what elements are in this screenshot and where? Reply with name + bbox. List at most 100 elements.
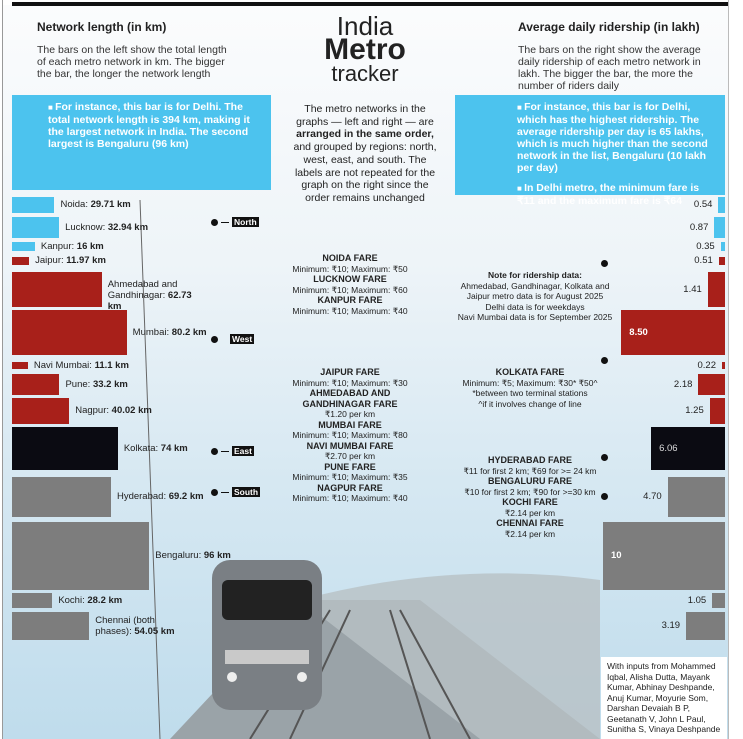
fare-detail: Minimum: ₹10; Maximum: ₹40 — [292, 305, 408, 316]
city-name: Navi Mumbai — [33, 359, 90, 371]
region-dot-north-right — [601, 260, 608, 267]
credits: With inputs from Mohammed Iqbal, Alisha … — [601, 657, 727, 739]
ridership-note: Note for ridership data: Ahmedabad, Gand… — [450, 270, 620, 323]
length-label: Navi Mumbai: 11.1 km — [33, 359, 129, 371]
length-label: Mumbai: 80.2 km — [132, 326, 207, 338]
region-label: North — [232, 217, 259, 227]
fare-name: CHENNAI FARE — [496, 518, 564, 528]
fare-detail: ₹1.20 per km — [324, 409, 376, 419]
ridership-value: 0.51 — [694, 255, 713, 266]
length-bar — [12, 522, 150, 590]
length-label: Nagpur: 40.02 km — [75, 405, 152, 416]
right-heading: Average daily ridership (in lakh) — [518, 20, 700, 34]
intro-text: The metro networks in the graphs — left … — [290, 103, 440, 205]
city-name: Mumbai — [132, 326, 167, 338]
length-label: Ahmedabad and Gandhinagar: 62.73 km — [107, 278, 192, 312]
fare-detail: ₹2.14 per km — [504, 507, 556, 518]
note-line: Delhi data is for weekdays — [485, 301, 585, 312]
city-name: Hyderabad — [116, 491, 164, 502]
city-name: Kanpur — [40, 240, 72, 252]
fare-name: PUNE FARE — [324, 461, 376, 472]
fare-name: BENGALURU FARE — [487, 476, 572, 486]
region-east: East — [211, 446, 254, 456]
fare-detail: Minimum: ₹10; Maximum: ₹40 — [292, 493, 408, 503]
fare-name: KANPUR FARE — [317, 295, 383, 305]
length-label: Kolkata: 74 km — [123, 442, 188, 454]
fare-detail: Minimum: ₹5; Maximum: ₹30* ₹50^ — [462, 377, 598, 388]
city-name: Bengaluru — [155, 550, 199, 561]
length-value: 33.2 km — [92, 378, 128, 390]
length-value: 69.2 km — [168, 491, 204, 502]
fare-detail: Minimum: ₹10; Maximum: ₹80 — [292, 430, 408, 440]
city-name: Nagpur — [75, 405, 107, 416]
fare-name: MUMBAI FARE — [318, 419, 382, 430]
region-dot-east-right — [601, 454, 608, 461]
fare-note: ^if it involves change of line — [478, 398, 582, 409]
title-metro: Metro — [324, 33, 406, 66]
ridership-bar — [707, 272, 725, 307]
length-bar — [12, 427, 118, 470]
page-title: India Metro tracker — [290, 11, 440, 86]
delhi-length-callout: For instance, this bar is for Delhi. The… — [48, 101, 263, 150]
length-bar — [12, 477, 111, 517]
city-name: Pune — [65, 378, 88, 390]
ridership-value: 1.41 — [683, 283, 702, 295]
ridership-value: 0.22 — [697, 359, 717, 371]
region-west: West — [211, 334, 255, 344]
ridership-bar — [667, 477, 725, 517]
length-bar — [12, 242, 35, 251]
length-bar — [12, 257, 30, 265]
length-label: Noida: 29.71 km — [60, 199, 131, 210]
ridership-value: 0.35 — [696, 240, 715, 252]
ridership-value: 0.54 — [693, 199, 713, 210]
ridership-bar — [621, 310, 725, 355]
region-south: South — [211, 487, 261, 497]
fare-name: NAGPUR FARE — [317, 482, 383, 493]
title-tracker: tracker — [331, 61, 399, 86]
ridership-bar — [651, 427, 725, 470]
delhi-fare-callout: In Delhi metro, the minimum fare is ₹11 … — [517, 182, 717, 207]
fare-name: AHMEDABAD AND GANDHINAGAR FARE — [302, 388, 398, 409]
note-line: Ahmedabad, Gandhinagar, Kolkata and Jaip… — [460, 280, 610, 302]
fare-name: LUCKNOW FARE — [313, 274, 387, 284]
length-value: 11.97 km — [66, 255, 106, 266]
ridership-value: 2.18 — [673, 378, 693, 390]
fare-name: JAIPUR FARE — [320, 367, 380, 377]
fare-detail: Minimum: ₹10; Maximum: ₹60 — [292, 284, 408, 295]
delhi-length-bar: For instance, this bar is for Delhi. The… — [12, 95, 271, 190]
fare-detail: ₹10 for first 2 km; ₹90 for >=30 km — [464, 486, 596, 497]
city-name: Chennai (both phases) — [95, 615, 155, 637]
ridership-bar — [712, 593, 725, 608]
fare-name: KOLKATA FARE — [495, 367, 565, 377]
region-label: South — [232, 487, 261, 497]
length-label: Bengaluru: 96 km — [155, 550, 231, 561]
length-bar — [12, 197, 55, 213]
fare-detail: ₹2.70 per km — [324, 451, 376, 461]
length-value: 96 km — [203, 550, 231, 561]
fares-east: KOLKATA FARE Minimum: ₹5; Maximum: ₹30* … — [445, 367, 615, 409]
ridership-value: 6.06 — [659, 442, 678, 454]
length-label: Lucknow: 32.94 km — [65, 221, 149, 233]
left-border — [2, 0, 3, 739]
delhi-ridership-bar: For instance, this bar is for Delhi, whi… — [455, 95, 725, 207]
ridership-bar — [603, 522, 725, 590]
ridership-value: 3.19 — [661, 620, 681, 631]
intro-pre: The metro networks in the graphs — left … — [296, 103, 434, 128]
left-heading: Network length (in km) — [37, 20, 167, 34]
ridership-bar — [718, 197, 725, 213]
ridership-value: 0.87 — [689, 221, 709, 233]
fare-detail: ₹11 for first 2 km; ₹69 for >= 24 km — [463, 465, 597, 476]
ridership-bar — [720, 242, 725, 251]
ridership-value: 4.70 — [643, 491, 662, 502]
title-india: India — [336, 11, 394, 41]
city-name: Noida — [60, 199, 86, 210]
ridership-bar — [686, 612, 725, 640]
intro-bold: arranged in the same order, — [296, 128, 434, 141]
length-bar — [12, 362, 28, 369]
ridership-bar — [718, 257, 725, 265]
note-heading: Note for ridership data: — [488, 270, 582, 280]
length-bar — [12, 612, 90, 640]
length-value: 29.71 km — [90, 199, 131, 210]
length-value: 54.05 km — [134, 626, 175, 637]
top-rule — [12, 2, 728, 6]
